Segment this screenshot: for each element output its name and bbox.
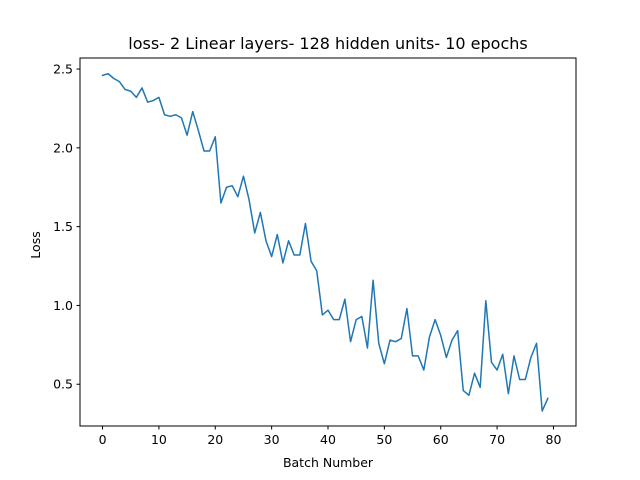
plot-area: 0 10 20 30 40 50 60 70 80 0.5 1.0 1.5 2.0 2.5	[53, 57, 577, 447]
x-tick-label: 30	[264, 432, 280, 447]
x-tick-label: 70	[489, 432, 505, 447]
y-tick-label: 2.0	[53, 140, 73, 155]
x-tick-label: 0	[99, 432, 107, 447]
y-tick-label: 1.0	[53, 298, 73, 313]
y-axis-label: Loss	[28, 231, 43, 258]
y-tick-label: 2.5	[53, 62, 73, 77]
x-tick-label: 40	[320, 432, 336, 447]
loss-series-line	[101, 73, 549, 412]
y-tick-label: 1.5	[53, 219, 73, 234]
x-tick-label: 80	[546, 432, 562, 447]
chart-title: loss- 2 Linear layers- 128 hidden units-…	[128, 34, 527, 53]
x-tick-label: 60	[433, 432, 449, 447]
x-tick-label: 20	[207, 432, 223, 447]
x-tick-label: 10	[151, 432, 167, 447]
y-tick-label: 0.5	[53, 377, 73, 392]
x-tick-label: 50	[376, 432, 392, 447]
x-axis-label: Batch Number	[283, 455, 374, 470]
